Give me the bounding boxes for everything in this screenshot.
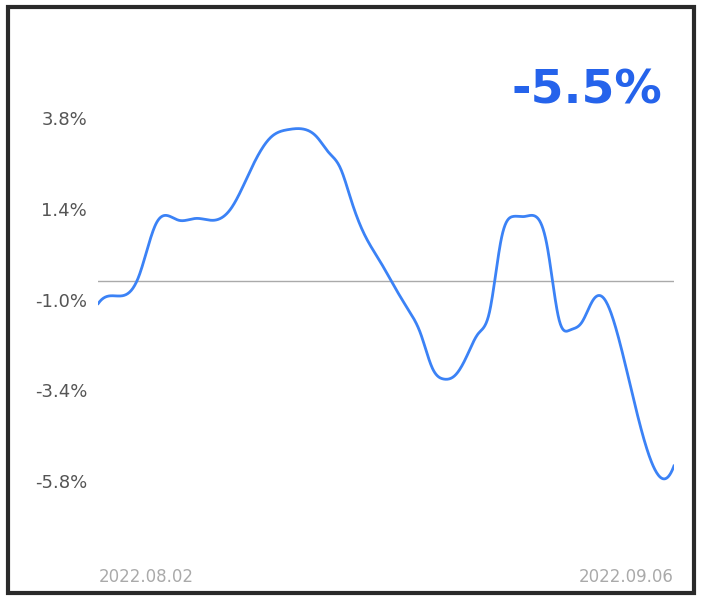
Text: 2022.09.06: 2022.09.06 (579, 568, 674, 586)
Text: 2022.08.02: 2022.08.02 (98, 568, 193, 586)
Text: -5.5%: -5.5% (512, 68, 663, 113)
